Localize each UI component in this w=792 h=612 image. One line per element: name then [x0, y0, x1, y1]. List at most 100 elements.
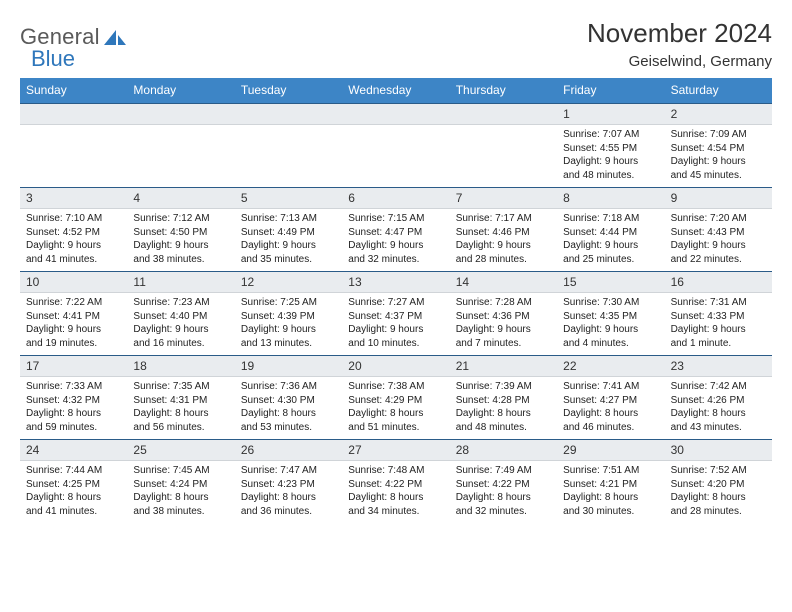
d1-line: Daylight: 8 hours: [348, 491, 444, 505]
d1-line: Daylight: 9 hours: [348, 239, 444, 253]
day-number: 22: [557, 356, 664, 376]
sunset-line: Sunset: 4:32 PM: [26, 394, 122, 408]
d1-line: Daylight: 8 hours: [133, 407, 229, 421]
day-number: 17: [20, 356, 127, 376]
sunrise-line: Sunrise: 7:45 AM: [133, 464, 229, 478]
weekday-label: Saturday: [665, 78, 772, 103]
sunset-line: Sunset: 4:31 PM: [133, 394, 229, 408]
day-number: 28: [450, 440, 557, 460]
d1-line: Daylight: 9 hours: [671, 239, 767, 253]
d1-line: Daylight: 9 hours: [671, 323, 767, 337]
sunset-line: Sunset: 4:35 PM: [563, 310, 659, 324]
weekday-label: Sunday: [20, 78, 127, 103]
sunset-line: Sunset: 4:24 PM: [133, 478, 229, 492]
d1-line: Daylight: 9 hours: [133, 239, 229, 253]
d1-line: Daylight: 9 hours: [563, 323, 659, 337]
d1-line: Daylight: 8 hours: [241, 491, 337, 505]
sunrise-line: Sunrise: 7:38 AM: [348, 380, 444, 394]
sunset-line: Sunset: 4:22 PM: [348, 478, 444, 492]
day-number-row: 3456789: [20, 187, 772, 209]
day-number: 11: [127, 272, 234, 292]
sunset-line: Sunset: 4:22 PM: [456, 478, 552, 492]
day-number: 14: [450, 272, 557, 292]
d2-line: and 32 minutes.: [456, 505, 552, 519]
sail-icon: [104, 28, 126, 46]
day-cell: [235, 125, 342, 187]
d2-line: and 1 minute.: [671, 337, 767, 351]
day-number: 15: [557, 272, 664, 292]
day-cell: Sunrise: 7:31 AMSunset: 4:33 PMDaylight:…: [665, 293, 772, 355]
weekday-label: Monday: [127, 78, 234, 103]
day-cell: Sunrise: 7:17 AMSunset: 4:46 PMDaylight:…: [450, 209, 557, 271]
sunset-line: Sunset: 4:52 PM: [26, 226, 122, 240]
d2-line: and 41 minutes.: [26, 505, 122, 519]
d2-line: and 10 minutes.: [348, 337, 444, 351]
day-number: 5: [235, 188, 342, 208]
sunset-line: Sunset: 4:41 PM: [26, 310, 122, 324]
day-cell: Sunrise: 7:09 AMSunset: 4:54 PMDaylight:…: [665, 125, 772, 187]
d1-line: Daylight: 9 hours: [563, 239, 659, 253]
day-cell: [450, 125, 557, 187]
sunrise-line: Sunrise: 7:18 AM: [563, 212, 659, 226]
day-cell: Sunrise: 7:42 AMSunset: 4:26 PMDaylight:…: [665, 377, 772, 439]
page-title: November 2024: [587, 18, 772, 49]
d2-line: and 41 minutes.: [26, 253, 122, 267]
sunrise-line: Sunrise: 7:49 AM: [456, 464, 552, 478]
weeks-container: 12Sunrise: 7:07 AMSunset: 4:55 PMDayligh…: [20, 103, 772, 523]
day-number: 23: [665, 356, 772, 376]
header: General November 2024 Geiselwind, German…: [20, 18, 772, 70]
d1-line: Daylight: 8 hours: [563, 407, 659, 421]
day-cell: Sunrise: 7:41 AMSunset: 4:27 PMDaylight:…: [557, 377, 664, 439]
day-number-row: 10111213141516: [20, 271, 772, 293]
d2-line: and 7 minutes.: [456, 337, 552, 351]
logo-text-blue-wrap: Blue: [30, 46, 75, 72]
d1-line: Daylight: 8 hours: [26, 491, 122, 505]
d1-line: Daylight: 9 hours: [563, 155, 659, 169]
d2-line: and 13 minutes.: [241, 337, 337, 351]
location-subtitle: Geiselwind, Germany: [587, 53, 772, 70]
weekday-label: Tuesday: [235, 78, 342, 103]
d1-line: Daylight: 9 hours: [241, 323, 337, 337]
day-number: 29: [557, 440, 664, 460]
d2-line: and 48 minutes.: [563, 169, 659, 183]
d1-line: Daylight: 8 hours: [563, 491, 659, 505]
day-cell: Sunrise: 7:39 AMSunset: 4:28 PMDaylight:…: [450, 377, 557, 439]
d2-line: and 35 minutes.: [241, 253, 337, 267]
sunset-line: Sunset: 4:25 PM: [26, 478, 122, 492]
sunset-line: Sunset: 4:20 PM: [671, 478, 767, 492]
week-row: Sunrise: 7:44 AMSunset: 4:25 PMDaylight:…: [20, 461, 772, 523]
day-cell: Sunrise: 7:48 AMSunset: 4:22 PMDaylight:…: [342, 461, 449, 523]
day-number-row: 12: [20, 103, 772, 125]
d1-line: Daylight: 9 hours: [456, 323, 552, 337]
week-row: Sunrise: 7:22 AMSunset: 4:41 PMDaylight:…: [20, 293, 772, 355]
d1-line: Daylight: 9 hours: [26, 239, 122, 253]
week-row: Sunrise: 7:33 AMSunset: 4:32 PMDaylight:…: [20, 377, 772, 439]
day-number: 20: [342, 356, 449, 376]
sunrise-line: Sunrise: 7:51 AM: [563, 464, 659, 478]
d1-line: Daylight: 8 hours: [241, 407, 337, 421]
day-cell: [127, 125, 234, 187]
sunrise-line: Sunrise: 7:30 AM: [563, 296, 659, 310]
day-number: 7: [450, 188, 557, 208]
day-cell: Sunrise: 7:30 AMSunset: 4:35 PMDaylight:…: [557, 293, 664, 355]
d2-line: and 46 minutes.: [563, 421, 659, 435]
day-number: 6: [342, 188, 449, 208]
sunrise-line: Sunrise: 7:25 AM: [241, 296, 337, 310]
sunrise-line: Sunrise: 7:28 AM: [456, 296, 552, 310]
sunrise-line: Sunrise: 7:42 AM: [671, 380, 767, 394]
d2-line: and 25 minutes.: [563, 253, 659, 267]
sunrise-line: Sunrise: 7:09 AM: [671, 128, 767, 142]
day-cell: Sunrise: 7:38 AMSunset: 4:29 PMDaylight:…: [342, 377, 449, 439]
d1-line: Daylight: 8 hours: [671, 491, 767, 505]
sunrise-line: Sunrise: 7:47 AM: [241, 464, 337, 478]
d2-line: and 22 minutes.: [671, 253, 767, 267]
week-row: Sunrise: 7:10 AMSunset: 4:52 PMDaylight:…: [20, 209, 772, 271]
sunset-line: Sunset: 4:44 PM: [563, 226, 659, 240]
weekday-label: Friday: [557, 78, 664, 103]
day-number: 8: [557, 188, 664, 208]
day-number: 30: [665, 440, 772, 460]
day-cell: Sunrise: 7:12 AMSunset: 4:50 PMDaylight:…: [127, 209, 234, 271]
d2-line: and 30 minutes.: [563, 505, 659, 519]
day-cell: Sunrise: 7:28 AMSunset: 4:36 PMDaylight:…: [450, 293, 557, 355]
day-cell: Sunrise: 7:25 AMSunset: 4:39 PMDaylight:…: [235, 293, 342, 355]
